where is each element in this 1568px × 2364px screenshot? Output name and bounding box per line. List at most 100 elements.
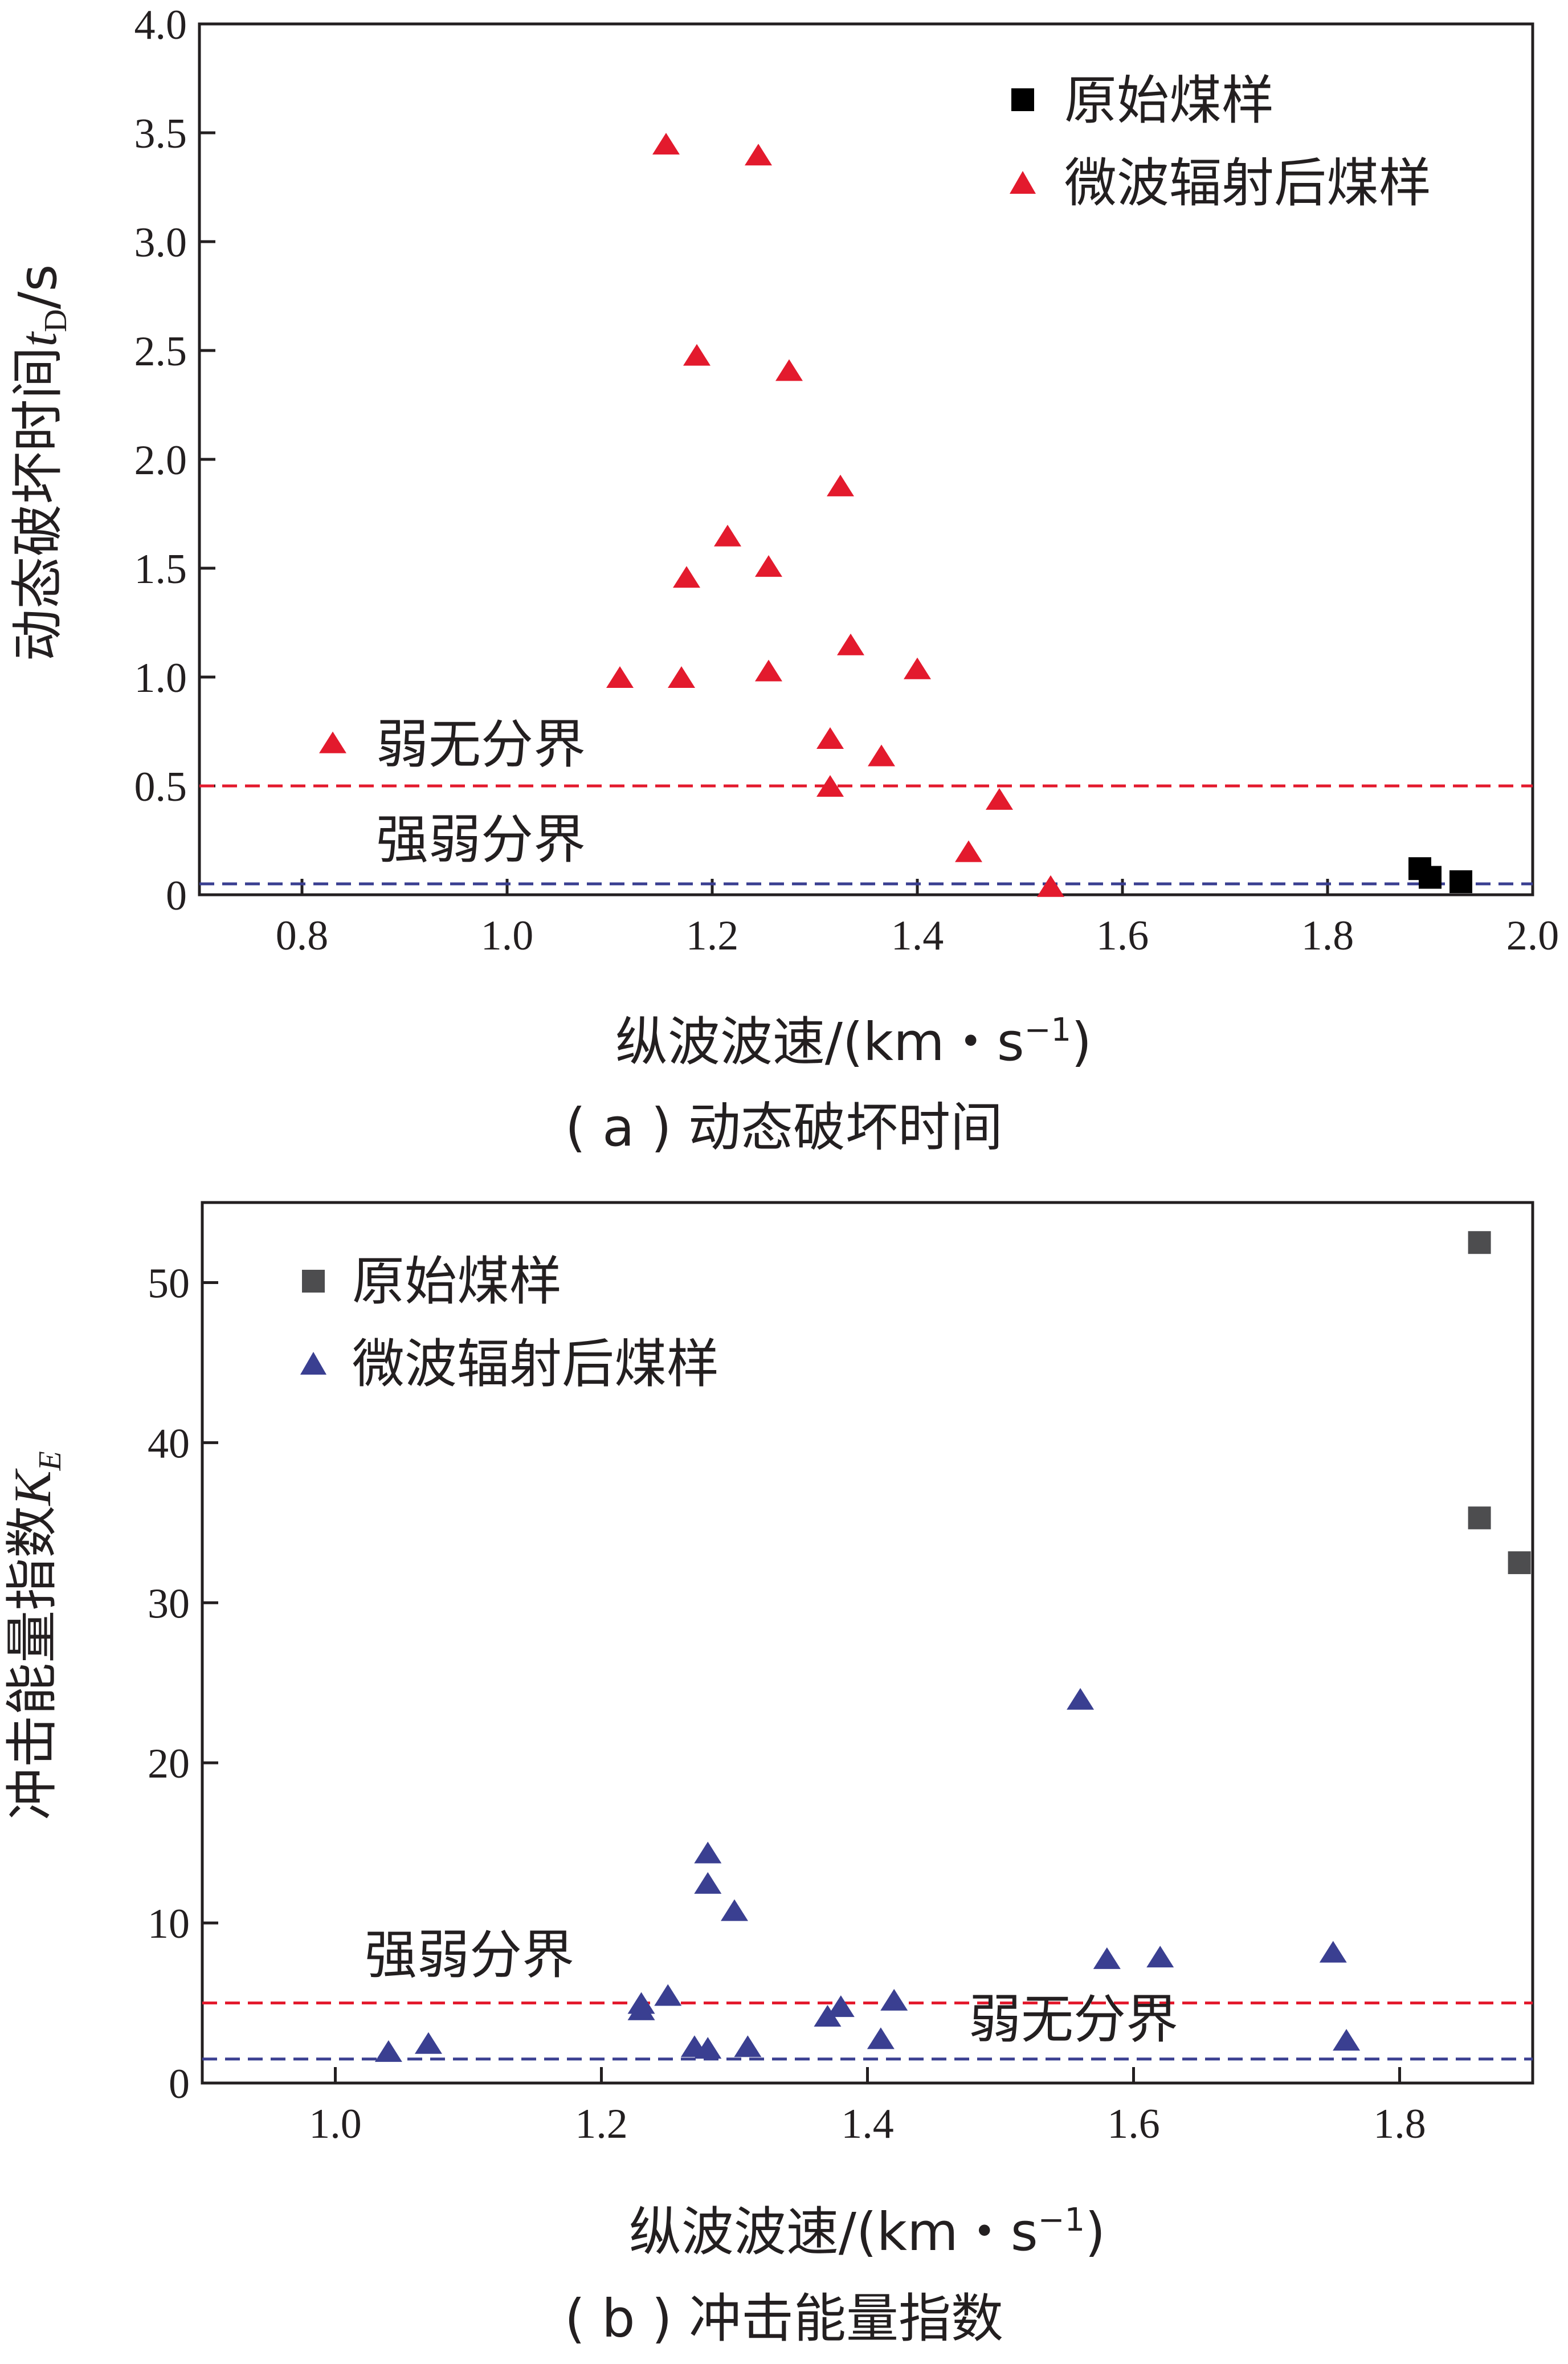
- chart-b-annotation-weak-none: 弱无分界: [969, 1989, 1178, 2050]
- chart-a-y-tick-label: 2.0: [134, 437, 187, 484]
- chart-a-y-axis: 0 0.5 1.0 1.5 2.0 2.5 3.0 3.5 4.0: [134, 2, 215, 919]
- chart-b-point-microwave: [374, 2040, 402, 2062]
- chart-b-legend-label-original: 原始煤样: [352, 1251, 562, 1312]
- chart-a-x-tick-label: 1.6: [1096, 912, 1149, 959]
- chart-a-point-microwave: [1037, 875, 1064, 897]
- chart-a-legend-marker-microwave: [1010, 171, 1036, 194]
- chart-b-legend-label-microwave: 微波辐射后煤样: [352, 1334, 719, 1395]
- chart-b-point-microwave: [814, 2005, 842, 2027]
- chart-b-point-microwave: [867, 2027, 895, 2049]
- chart-b-point-original: [1508, 1551, 1531, 1575]
- chart-b-point-microwave: [694, 1872, 722, 1894]
- chart-b-y-tick-label: 10: [148, 1901, 190, 1947]
- chart-b-point-microwave: [627, 1992, 655, 2014]
- chart-b-y-axis-title: 冲击能量指数KE: [2, 1451, 68, 1820]
- chart-a-x-axis: 0.8 1.0 1.2 1.4 1.6 1.8 2.0: [276, 879, 1559, 959]
- chart-a-point-microwave: [319, 731, 346, 753]
- chart-a-point-microwave: [714, 524, 741, 547]
- chart-b-caption: ( b ) 冲击能量指数: [565, 2288, 1003, 2349]
- chart-b-point-microwave: [880, 1988, 908, 2011]
- chart-a-x-tick-label: 2.0: [1506, 912, 1559, 959]
- chart-a-point-microwave: [652, 133, 680, 155]
- chart-a-point-original: [1449, 870, 1472, 894]
- chart-b-point-microwave: [1333, 2029, 1361, 2051]
- chart-a-point-microwave: [986, 788, 1013, 810]
- chart-b-point-microwave: [694, 2037, 722, 2059]
- chart-a-point-microwave: [904, 657, 931, 679]
- chart-b-point-microwave: [1319, 1941, 1347, 1963]
- chart-a-x-axis-title: 纵波波速/(km・s−1): [615, 1012, 1092, 1073]
- chart-a-x-tick-label: 1.8: [1301, 912, 1354, 959]
- chart-a-x-tick-label: 1.2: [686, 912, 739, 959]
- chart-a-point-microwave: [673, 566, 700, 588]
- chart-a-legend-label-original: 原始煤样: [1064, 70, 1274, 131]
- chart-a-annotation-strong-weak: 强弱分界: [376, 809, 586, 870]
- chart-a-dynamic-failure-time: 0 0.5 1.0 1.5 2.0 2.5 3.0 3.5 4.0 0.8 1.0 1.2 1.4 1.…: [7, 2, 1559, 1158]
- chart-a-y-tick-label: 1.0: [134, 655, 187, 702]
- chart-a-point-microwave: [775, 359, 803, 381]
- chart-a-point-microwave: [755, 555, 782, 577]
- chart-a-legend-marker-original: [1011, 88, 1034, 111]
- chart-a-point-original: [1419, 866, 1442, 889]
- chart-b-point-microwave: [694, 1841, 722, 1864]
- chart-a-y-axis-title: 动态破坏时间tD/s: [7, 264, 74, 662]
- chart-a-point-microwave: [683, 344, 710, 366]
- chart-a-point-microwave: [837, 633, 864, 655]
- chart-b-impact-energy-index: 0 10 20 30 40 50 1.0 1.2 1.4 1.6 1.8 强弱分界 弱无分界 原始…: [2, 1201, 1534, 2349]
- chart-b-point-original: [1468, 1231, 1491, 1254]
- chart-b-x-tick-label: 1.8: [1373, 2101, 1426, 2147]
- chart-b-x-tick-label: 1.0: [309, 2101, 362, 2147]
- chart-b-y-tick-label: 20: [148, 1741, 190, 1787]
- chart-b-x-tick-label: 1.4: [841, 2101, 894, 2147]
- chart-a-y-tick-label: 0: [166, 873, 187, 919]
- chart-a-point-microwave: [816, 775, 844, 797]
- chart-a-point-microwave: [755, 659, 782, 682]
- chart-a-y-tick-label: 0.5: [134, 764, 187, 810]
- chart-b-x-tick-label: 1.6: [1107, 2101, 1160, 2147]
- chart-b-x-tick-label: 1.2: [575, 2101, 628, 2147]
- chart-b-legend: 原始煤样 微波辐射后煤样: [300, 1251, 719, 1395]
- chart-a-point-microwave: [827, 474, 854, 496]
- chart-b-y-tick-label: 40: [148, 1420, 190, 1467]
- chart-a-point-microwave: [668, 666, 695, 688]
- chart-b-point-microwave: [827, 1995, 855, 2017]
- chart-b-y-tick-label: 0: [169, 2061, 190, 2108]
- chart-a-legend-label-microwave: 微波辐射后煤样: [1064, 153, 1431, 214]
- chart-a-annotation-weak-none: 弱无分界: [376, 714, 586, 775]
- chart-a-reference-lines: [199, 784, 1533, 886]
- chart-b-point-original: [1468, 1506, 1491, 1530]
- chart-b-point-microwave: [414, 2032, 442, 2054]
- chart-b-annotation-strong-weak: 强弱分界: [365, 1925, 574, 1986]
- chart-b-point-microwave: [1067, 1688, 1095, 1710]
- chart-a-caption: ( a ) 动态破坏时间: [565, 1097, 1003, 1158]
- chart-a-point-microwave: [868, 744, 895, 767]
- chart-a-y-tick-label: 3.5: [134, 111, 187, 157]
- chart-a-point-microwave: [955, 840, 982, 862]
- chart-a-x-tick-label: 0.8: [276, 912, 329, 959]
- chart-b-data-points: [374, 1231, 1531, 2062]
- chart-b-legend-marker-original: [302, 1270, 325, 1293]
- chart-b-y-tick-label: 30: [148, 1580, 190, 1627]
- chart-b-point-microwave: [654, 1984, 682, 2006]
- chart-b-x-axis: 1.0 1.2 1.4 1.6 1.8: [309, 2067, 1426, 2147]
- chart-b-point-microwave: [721, 1899, 748, 1921]
- chart-a-point-microwave: [816, 727, 844, 749]
- chart-b-x-axis-title: 纵波波速/(km・s−1): [629, 2202, 1105, 2263]
- chart-b-point-microwave: [734, 2035, 762, 2057]
- chart-a-y-tick-label: 3.0: [134, 219, 187, 266]
- chart-b-reference-lines: [202, 2002, 1533, 2061]
- chart-a-point-microwave: [745, 144, 772, 166]
- chart-a-x-tick-label: 1.4: [891, 912, 944, 959]
- chart-a-data-points: [319, 133, 1472, 897]
- chart-b-point-microwave: [1146, 1946, 1174, 1968]
- chart-b-y-tick-label: 50: [148, 1260, 190, 1307]
- chart-b-legend-marker-microwave: [300, 1352, 326, 1375]
- chart-b-y-axis: 0 10 20 30 40 50: [148, 1260, 218, 2108]
- chart-a-y-tick-label: 2.5: [134, 328, 187, 375]
- chart-a-point-microwave: [606, 666, 634, 688]
- chart-a-y-tick-label: 1.5: [134, 546, 187, 593]
- chart-a-x-tick-label: 1.0: [481, 912, 534, 959]
- chart-b-point-microwave: [1093, 1947, 1121, 1969]
- chart-a-legend: 原始煤样 微波辐射后煤样: [1010, 70, 1431, 214]
